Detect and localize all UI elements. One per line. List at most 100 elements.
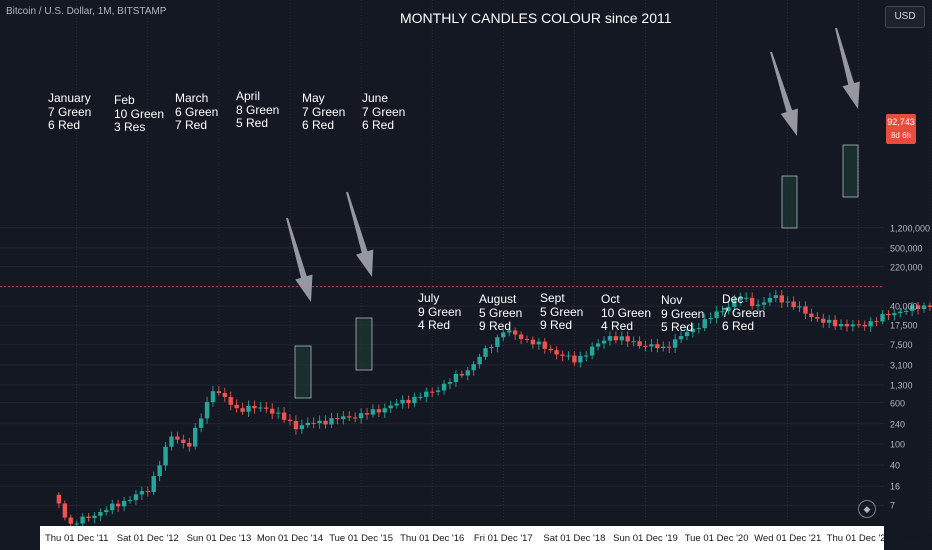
month-stat-green: 8 Green: [236, 102, 280, 117]
annotations: [286, 27, 860, 399]
month-stat-red: 4 Red: [601, 319, 634, 333]
candle: [352, 412, 358, 423]
annotation-arrow: [346, 191, 374, 277]
candle: [542, 338, 547, 354]
candle: [222, 387, 228, 402]
candle-body: [909, 305, 915, 311]
month-stat-dec: Dec 7 Green 6 Red: [722, 292, 765, 334]
candle-body: [495, 337, 500, 347]
x-tick-label: Tue 01 Dec '15: [329, 533, 393, 544]
candle: [376, 404, 382, 418]
candle: [133, 490, 139, 505]
candle-body: [62, 503, 68, 518]
candle-body: [613, 336, 619, 341]
candle: [435, 386, 441, 396]
y-tick-label: 17,500: [890, 321, 918, 331]
month-stat-month: Sept: [540, 291, 565, 305]
candle: [578, 351, 583, 368]
candle: [868, 316, 873, 332]
y-tick-label: 1,200,000: [890, 223, 930, 233]
candle: [595, 338, 601, 351]
month-stat-sept: Sept 5 Green 9 Red: [540, 291, 583, 333]
currency-button[interactable]: USD: [885, 6, 925, 28]
candle-body: [317, 420, 322, 424]
candle-body: [447, 382, 453, 384]
candle-body: [542, 341, 547, 349]
candle: [483, 345, 488, 360]
month-stat-month: April: [236, 89, 261, 103]
candle: [394, 398, 399, 409]
candle: [121, 496, 127, 512]
candle: [275, 407, 281, 419]
candle-body: [584, 355, 589, 357]
candle-body: [370, 409, 376, 415]
month-stat-month: Feb: [114, 93, 135, 107]
candle-body: [921, 305, 927, 310]
candle: [281, 407, 287, 423]
candle-body: [465, 370, 470, 376]
candle-body: [311, 422, 316, 424]
candle-body: [732, 300, 737, 307]
candle: [317, 415, 322, 429]
candle: [672, 333, 678, 353]
candle-body: [145, 491, 150, 493]
candle-body: [305, 422, 310, 426]
y-tick-label: 240: [890, 419, 905, 429]
candle-body: [406, 399, 411, 404]
candle: [702, 313, 707, 332]
candle: [193, 422, 198, 450]
candle-body: [927, 305, 932, 308]
symbol-label[interactable]: Bitcoin / U.S. Dollar, 1M, BITSTAMP: [6, 6, 167, 17]
candle: [299, 419, 305, 434]
candle: [749, 292, 755, 310]
candle: [400, 395, 405, 409]
candle: [127, 495, 133, 504]
candle: [187, 437, 192, 452]
month-stat-green: 10 Green: [114, 106, 165, 121]
candle: [234, 399, 239, 413]
candle-body: [566, 355, 571, 357]
candle-body: [435, 390, 441, 392]
candle-body: [720, 311, 725, 313]
candle-body: [430, 391, 435, 393]
candle: [56, 492, 62, 509]
candle: [145, 486, 150, 497]
candle-body: [412, 396, 417, 404]
candle: [412, 392, 417, 408]
candle: [252, 400, 257, 414]
candle: [708, 312, 713, 324]
candle: [921, 302, 927, 313]
candle-body: [696, 328, 702, 330]
candle: [643, 340, 648, 352]
candle-body: [281, 412, 287, 420]
candle: [785, 296, 790, 308]
y-tick-label: 16: [890, 482, 900, 492]
candle: [566, 351, 571, 361]
candle-body: [204, 402, 210, 419]
candle-body: [655, 344, 660, 349]
candle-body: [838, 324, 844, 327]
chart-grid: [0, 0, 931, 522]
month-stat-month: Nov: [661, 293, 683, 307]
candle-body: [512, 330, 518, 335]
candle: [258, 402, 263, 413]
candle: [175, 431, 180, 444]
candle: [755, 299, 761, 312]
candle-body: [904, 310, 909, 312]
candle-body: [471, 364, 476, 371]
candle: [341, 411, 346, 425]
candle: [815, 312, 820, 322]
candle-body: [98, 511, 103, 516]
candle-body: [815, 317, 820, 319]
arrow-shape: [286, 217, 313, 302]
candle-body: [264, 407, 269, 409]
month-stat-green: 7 Green: [362, 104, 406, 119]
candle: [589, 342, 595, 360]
candle-body: [56, 494, 62, 504]
time-settings-icon[interactable]: ◆: [858, 500, 876, 518]
candle: [637, 336, 642, 349]
candle-body: [749, 297, 755, 306]
month-stat-june: June 7 Green 6 Red: [362, 91, 406, 133]
last-price-badge: 92,743 8d 6h: [886, 114, 916, 144]
